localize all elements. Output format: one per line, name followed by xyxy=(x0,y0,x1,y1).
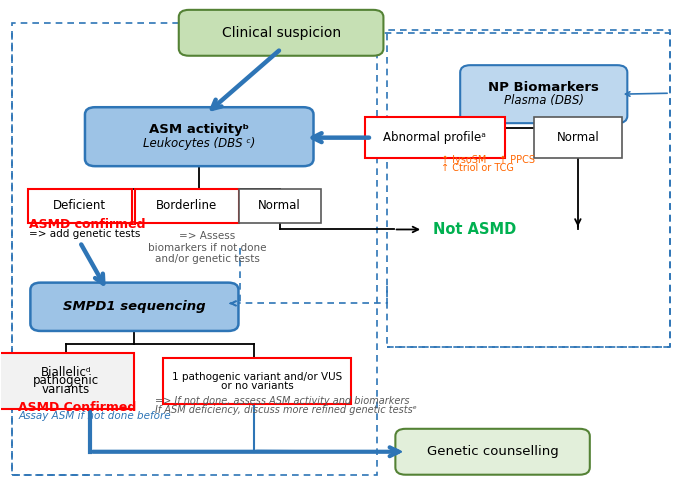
Text: => Assess
biomarkers if not done
and/or genetic tests: => Assess biomarkers if not done and/or … xyxy=(148,231,266,264)
FancyBboxPatch shape xyxy=(30,283,238,331)
Text: pathogenic: pathogenic xyxy=(33,374,99,387)
Text: ASMD Confirmed: ASMD Confirmed xyxy=(18,401,137,414)
Text: Normal: Normal xyxy=(556,131,599,144)
Text: Plasma (DBS): Plasma (DBS) xyxy=(503,94,584,107)
Text: ↑ lysoSM    ↑ PPCS: ↑ lysoSM ↑ PPCS xyxy=(441,155,536,165)
FancyBboxPatch shape xyxy=(0,353,134,409)
Text: Abnormal profileᵃ: Abnormal profileᵃ xyxy=(383,131,486,144)
FancyBboxPatch shape xyxy=(364,117,505,158)
Text: Clinical suspicion: Clinical suspicion xyxy=(221,26,340,40)
Text: ↑ Ctriol or TCG: ↑ Ctriol or TCG xyxy=(441,163,514,173)
FancyBboxPatch shape xyxy=(28,189,132,223)
Text: Not ASMD: Not ASMD xyxy=(432,222,516,237)
Text: If ASM deficiency, discuss more refined genetic testsᵉ: If ASM deficiency, discuss more refined … xyxy=(155,405,416,415)
Text: Deficient: Deficient xyxy=(53,199,106,212)
FancyBboxPatch shape xyxy=(179,10,384,56)
FancyBboxPatch shape xyxy=(164,358,351,404)
Text: ASMD confirmed: ASMD confirmed xyxy=(29,218,145,231)
FancyBboxPatch shape xyxy=(534,117,622,158)
Text: 1 pathogenic variant and/or VUS: 1 pathogenic variant and/or VUS xyxy=(172,372,342,382)
Text: Normal: Normal xyxy=(258,199,301,212)
Text: Borderline: Borderline xyxy=(156,199,218,212)
Text: Assay ASM if not done before: Assay ASM if not done before xyxy=(18,412,171,421)
FancyBboxPatch shape xyxy=(460,65,627,123)
FancyBboxPatch shape xyxy=(135,189,239,223)
Text: => If not done, assess ASM activity and biomarkers: => If not done, assess ASM activity and … xyxy=(155,397,410,406)
FancyBboxPatch shape xyxy=(395,429,590,475)
Text: variants: variants xyxy=(42,383,90,396)
FancyBboxPatch shape xyxy=(85,107,314,166)
Text: Biallelicᵈ: Biallelicᵈ xyxy=(41,365,92,379)
Text: Genetic counselling: Genetic counselling xyxy=(427,445,558,458)
Text: => add genetic tests: => add genetic tests xyxy=(29,229,140,239)
Text: or no variants: or no variants xyxy=(221,381,294,391)
Text: SMPD1 sequencing: SMPD1 sequencing xyxy=(63,300,206,313)
Text: ASM activityᵇ: ASM activityᵇ xyxy=(149,123,249,137)
FancyBboxPatch shape xyxy=(239,189,321,223)
Text: Leukocytes (DBS ᶜ): Leukocytes (DBS ᶜ) xyxy=(143,137,256,150)
Text: NP Biomarkers: NP Biomarkers xyxy=(488,81,599,94)
